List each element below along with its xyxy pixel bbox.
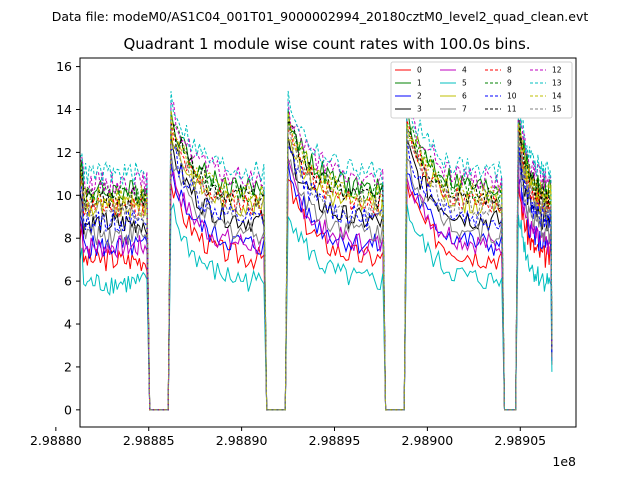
series-line-11	[80, 119, 553, 411]
y-tick-label: 4	[64, 317, 72, 332]
x-tick-label: 2.98900	[402, 433, 454, 448]
legend-label-6: 6	[462, 92, 467, 101]
x-offset-label: 1e8	[552, 454, 576, 469]
y-tick-label: 10	[56, 188, 72, 203]
x-tick-label: 2.98885	[123, 433, 175, 448]
x-tick-label: 2.98880	[30, 433, 82, 448]
legend-frame	[390, 61, 573, 119]
series-line-3	[80, 134, 553, 411]
y-tick-label: 16	[56, 59, 72, 74]
legend-label-12: 12	[552, 66, 562, 75]
y-tick-label: 12	[56, 145, 72, 160]
series-line-1	[80, 103, 553, 411]
legend-label-5: 5	[462, 79, 467, 88]
series-line-4	[80, 158, 553, 411]
legend-label-11: 11	[507, 105, 517, 114]
chart-suptitle: Data file: modeM0/AS1C04_001T01_90000029…	[52, 9, 589, 24]
legend-label-1: 1	[417, 79, 422, 88]
legend-label-8: 8	[507, 66, 512, 75]
y-tick-label: 8	[64, 231, 72, 246]
x-tick-label: 2.98905	[494, 433, 546, 448]
legend-label-14: 14	[552, 92, 562, 101]
y-tick-label: 0	[64, 402, 72, 417]
series-line-13	[80, 86, 553, 411]
legend-label-7: 7	[462, 105, 467, 114]
legend-label-9: 9	[507, 79, 512, 88]
y-axis: 0 2 4 6 8 10 12 14 16	[56, 59, 80, 417]
series-line-6	[80, 128, 553, 411]
legend-label-0: 0	[417, 66, 422, 75]
chart-title: Quadrant 1 module wise count rates with …	[123, 35, 530, 53]
x-tick-label: 2.98895	[309, 433, 361, 448]
legend-label-2: 2	[417, 92, 422, 101]
series-line-12	[80, 96, 553, 411]
series-line-5	[80, 202, 553, 411]
x-tick-label: 2.98890	[216, 433, 268, 448]
legend-label-15: 15	[552, 105, 562, 114]
legend-label-10: 10	[507, 92, 517, 101]
legend-label-3: 3	[417, 105, 422, 114]
y-tick-label: 6	[64, 274, 72, 289]
y-tick-label: 2	[64, 359, 72, 374]
series-line-15	[80, 125, 553, 411]
series-line-8	[80, 119, 553, 411]
series-line-14	[80, 110, 553, 411]
legend-label-4: 4	[462, 66, 467, 75]
y-tick-label: 14	[56, 102, 72, 117]
x-axis: 2.98880 2.98885 2.98890 2.98895 2.98900 2.989…	[30, 427, 546, 448]
series-line-7	[80, 152, 553, 411]
legend-label-13: 13	[552, 79, 562, 88]
series-line-0	[80, 173, 553, 411]
plot-frame	[79, 57, 577, 428]
series-layer	[80, 86, 553, 411]
